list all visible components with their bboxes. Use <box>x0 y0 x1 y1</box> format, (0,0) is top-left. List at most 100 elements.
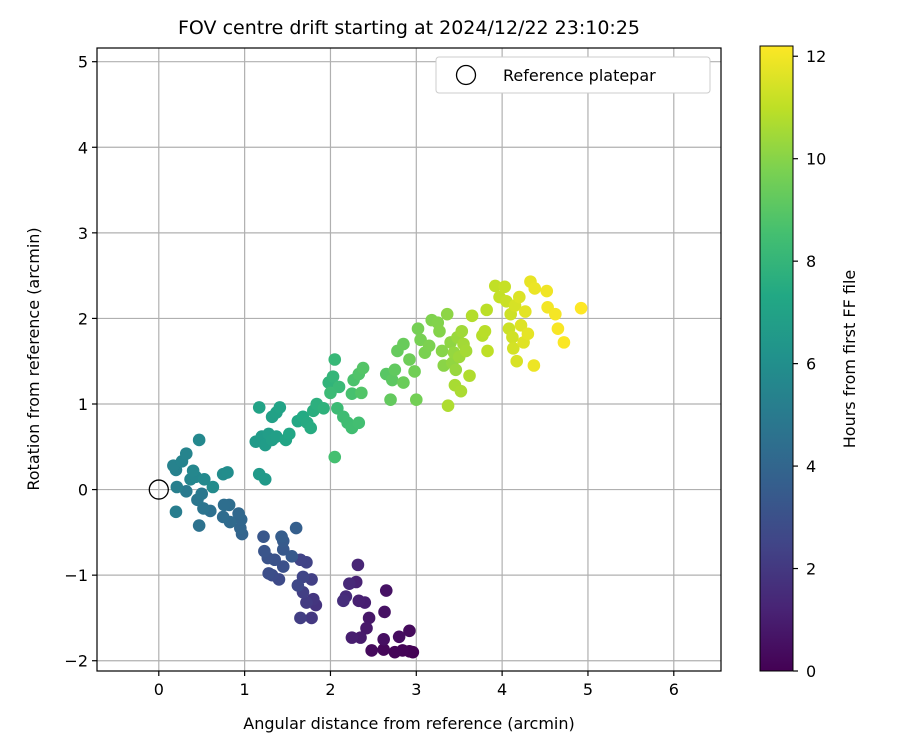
colorbar-tick-label: 4 <box>806 457 816 476</box>
data-point <box>221 466 234 479</box>
data-point <box>506 342 520 355</box>
data-point <box>510 354 524 368</box>
data-point <box>433 324 446 338</box>
data-point <box>514 318 528 332</box>
data-point <box>192 519 206 532</box>
data-point <box>275 530 288 543</box>
data-point <box>343 577 356 591</box>
data-point <box>441 399 455 413</box>
data-point <box>403 624 416 638</box>
colorbar-gradient <box>759 45 794 672</box>
data-point <box>186 464 200 478</box>
data-point <box>197 473 211 486</box>
data-point <box>377 643 390 656</box>
data-point <box>206 480 220 494</box>
data-point <box>388 363 402 377</box>
data-point <box>549 307 562 321</box>
x-tick-label: 4 <box>497 680 507 699</box>
data-point <box>216 510 230 524</box>
data-point <box>365 644 378 657</box>
data-point <box>521 327 535 341</box>
data-point <box>512 290 526 304</box>
data-point <box>465 309 479 323</box>
data-point <box>291 579 305 592</box>
data-point <box>351 558 365 572</box>
data-point <box>305 611 318 625</box>
colorbar: 0 2 4 6 8 10 12 Hours from first FF file <box>759 45 859 681</box>
y-tick-label: −2 <box>64 652 88 671</box>
data-point <box>377 633 390 646</box>
y-axis-label: Rotation from reference (arcmin) <box>24 227 43 490</box>
data-point <box>481 344 494 358</box>
data-points <box>167 275 588 659</box>
colorbar-tick-label: 10 <box>806 150 826 169</box>
data-point <box>362 611 376 625</box>
data-point <box>356 361 370 375</box>
data-point <box>478 324 492 338</box>
colorbar-tick-label: 8 <box>806 252 816 271</box>
data-point <box>397 337 410 351</box>
data-point <box>454 384 468 398</box>
x-tick-label: 5 <box>583 680 593 699</box>
data-point <box>282 427 296 441</box>
data-point <box>179 484 193 498</box>
data-point <box>488 279 502 293</box>
grid-lines <box>97 48 721 671</box>
data-point <box>519 305 532 318</box>
y-tick-label: 0 <box>78 481 88 500</box>
colorbar-tick-label: 6 <box>806 355 816 374</box>
data-point <box>403 353 416 366</box>
data-point <box>326 370 340 383</box>
colorbar-ticks: 0 2 4 6 8 10 12 <box>793 47 826 681</box>
data-point <box>276 560 290 573</box>
data-point <box>285 550 299 563</box>
x-tick-label: 2 <box>325 680 335 699</box>
data-point <box>252 401 266 414</box>
y-tick-label: 3 <box>78 224 88 243</box>
x-axis-label: Angular distance from reference (arcmin) <box>243 714 574 733</box>
reference-platepar-point <box>148 479 169 500</box>
data-point <box>411 322 425 335</box>
data-point <box>379 584 393 597</box>
data-point <box>273 401 287 414</box>
data-point <box>179 447 193 460</box>
legend-box <box>435 56 711 94</box>
data-point <box>328 353 342 366</box>
data-point <box>324 386 337 400</box>
colorbar-tick-label: 2 <box>806 560 816 579</box>
data-point <box>192 433 206 447</box>
data-point <box>257 530 270 543</box>
data-point <box>506 330 519 344</box>
data-point <box>378 605 391 619</box>
chart-title: FOV centre drift starting at 2024/12/22 … <box>178 17 640 39</box>
data-point <box>360 621 373 635</box>
data-point <box>262 567 275 580</box>
data-point <box>449 363 463 377</box>
data-point <box>300 596 313 609</box>
data-point <box>195 487 209 501</box>
data-point <box>440 307 454 321</box>
data-point <box>352 416 366 430</box>
data-point <box>480 303 493 317</box>
data-point <box>551 322 565 335</box>
data-point <box>258 544 271 558</box>
legend-entry: Reference platepar <box>503 66 656 85</box>
data-point <box>409 393 423 407</box>
x-tick-label: 6 <box>669 680 679 699</box>
data-point <box>304 421 318 435</box>
data-point <box>289 521 303 535</box>
data-point <box>232 507 245 520</box>
data-point <box>258 473 272 486</box>
y-tick-label: −1 <box>64 566 88 585</box>
x-tick-label: 0 <box>154 680 164 699</box>
y-tick-label: 1 <box>78 395 88 414</box>
data-point <box>459 344 473 358</box>
data-point <box>540 284 554 298</box>
data-point <box>435 344 449 358</box>
data-point <box>328 450 342 464</box>
data-point <box>498 280 512 294</box>
y-axis-ticks: −2 −1 0 1 2 3 4 5 <box>64 53 97 671</box>
data-point <box>345 631 359 644</box>
y-tick-label: 4 <box>78 138 88 157</box>
